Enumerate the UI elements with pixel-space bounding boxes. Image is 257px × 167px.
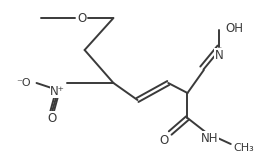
Text: N: N (215, 48, 224, 61)
Text: O: O (160, 133, 169, 146)
Text: CH₃: CH₃ (234, 143, 254, 153)
Text: NH: NH (201, 131, 218, 144)
Text: N⁺: N⁺ (50, 85, 65, 98)
Text: OH: OH (225, 22, 243, 35)
Text: O: O (77, 12, 86, 25)
Text: ⁻O: ⁻O (16, 78, 31, 88)
Text: O: O (47, 112, 57, 125)
